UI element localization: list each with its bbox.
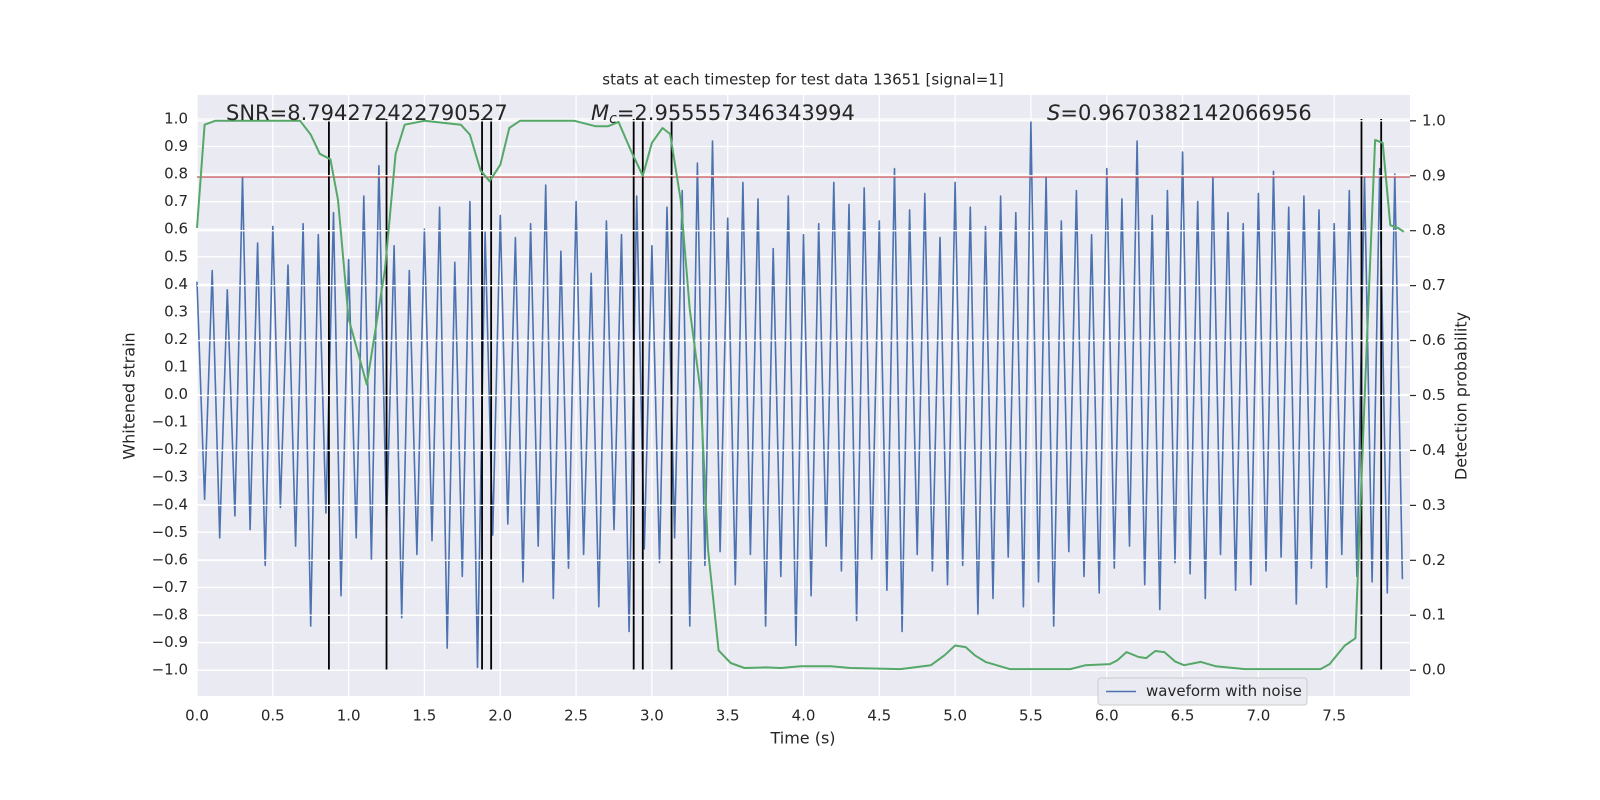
y-tick-label: 0.5 <box>164 247 188 265</box>
y-tick-label: −0.3 <box>152 468 188 486</box>
annotation-text: =0.9670382142066956 <box>1060 101 1311 125</box>
series-line <box>196 120 1404 669</box>
legend-box <box>1097 677 1308 706</box>
y-tick-label: −1.0 <box>152 661 188 679</box>
y2-tick-label: 1.0 <box>1422 111 1446 129</box>
y2-tick-label: 0.9 <box>1422 166 1446 184</box>
x-tick-label: 5.5 <box>1019 707 1043 725</box>
annotation: Mc=2.955557346343994 <box>591 101 855 127</box>
x-axis-label: Time (s) <box>769 729 835 748</box>
y2-tick-label: 0.0 <box>1422 661 1446 679</box>
y-tick-label: −0.8 <box>152 605 188 623</box>
annotation-symbol: M <box>591 101 609 125</box>
series-line <box>196 119 1405 671</box>
x-tick-label: 2.0 <box>488 707 512 725</box>
x-tick-label: 3.5 <box>716 707 740 725</box>
y-tick-label: −0.1 <box>152 413 188 431</box>
y-tick-label: 0.6 <box>164 220 188 238</box>
y2-tick-label: 0.8 <box>1422 221 1446 239</box>
y-tick-label: 0.2 <box>164 330 188 348</box>
x-tick-label: 4.5 <box>867 707 891 725</box>
x-tick-label: 1.5 <box>413 707 437 725</box>
y-tick-label: −0.9 <box>152 633 188 651</box>
annotation: SNR=8.794272422790527 <box>226 101 508 125</box>
x-tick-label: 6.0 <box>1095 707 1119 725</box>
y-tick-label: −0.2 <box>152 440 188 458</box>
y-tick-label: 0.7 <box>164 192 188 210</box>
annotation: S=0.9670382142066956 <box>1047 101 1312 125</box>
y2-tick-label: 0.7 <box>1422 276 1446 294</box>
y2-tick-label: 0.1 <box>1422 606 1446 624</box>
x-tick-label: 5.0 <box>943 707 967 725</box>
y-axis-label: Whitened strain <box>120 332 139 459</box>
y-tick-label: 0.1 <box>164 357 188 375</box>
y-tick-label: 1.0 <box>164 109 188 127</box>
y2-axis-label: Detection probability <box>1452 312 1471 480</box>
chart-title: stats at each timestep for test data 136… <box>602 71 1003 89</box>
y-tick-label: −0.7 <box>152 578 188 596</box>
y-tick-label: −0.5 <box>152 523 188 541</box>
x-tick-label: 7.5 <box>1322 707 1346 725</box>
x-tick-label: 0.5 <box>261 707 285 725</box>
annotation-text: SNR=8.794272422790527 <box>226 101 508 125</box>
x-tick-label: 7.0 <box>1246 707 1270 725</box>
legend-label: waveform with noise <box>1146 682 1302 700</box>
x-tick-label: 1.0 <box>337 707 361 725</box>
y2-tick-label: 0.4 <box>1422 441 1446 459</box>
x-tick-label: 3.0 <box>640 707 664 725</box>
y2-tick-label: 0.2 <box>1422 551 1446 569</box>
y-tick-label: −0.6 <box>152 550 188 568</box>
annotation-subscript: c <box>609 111 617 127</box>
y-tick-label: −0.4 <box>152 495 188 513</box>
annotation-symbol: S <box>1047 101 1060 125</box>
annotation-text: =2.955557346343994 <box>617 101 855 125</box>
x-tick-label: 2.5 <box>564 707 588 725</box>
y2-tick-label: 0.5 <box>1422 386 1446 404</box>
y-tick-label: 0.3 <box>164 302 188 320</box>
x-tick-label: 4.0 <box>792 707 816 725</box>
x-tick-label: 6.5 <box>1171 707 1195 725</box>
y2-tick-label: 0.6 <box>1422 331 1446 349</box>
x-tick-label: 0.0 <box>185 707 209 725</box>
y2-tick-label: 0.3 <box>1422 496 1446 514</box>
y-tick-label: 0.0 <box>164 385 188 403</box>
y-tick-label: 0.9 <box>164 137 188 155</box>
y-tick-label: 0.8 <box>164 165 188 183</box>
y-tick-label: 0.4 <box>164 275 188 293</box>
